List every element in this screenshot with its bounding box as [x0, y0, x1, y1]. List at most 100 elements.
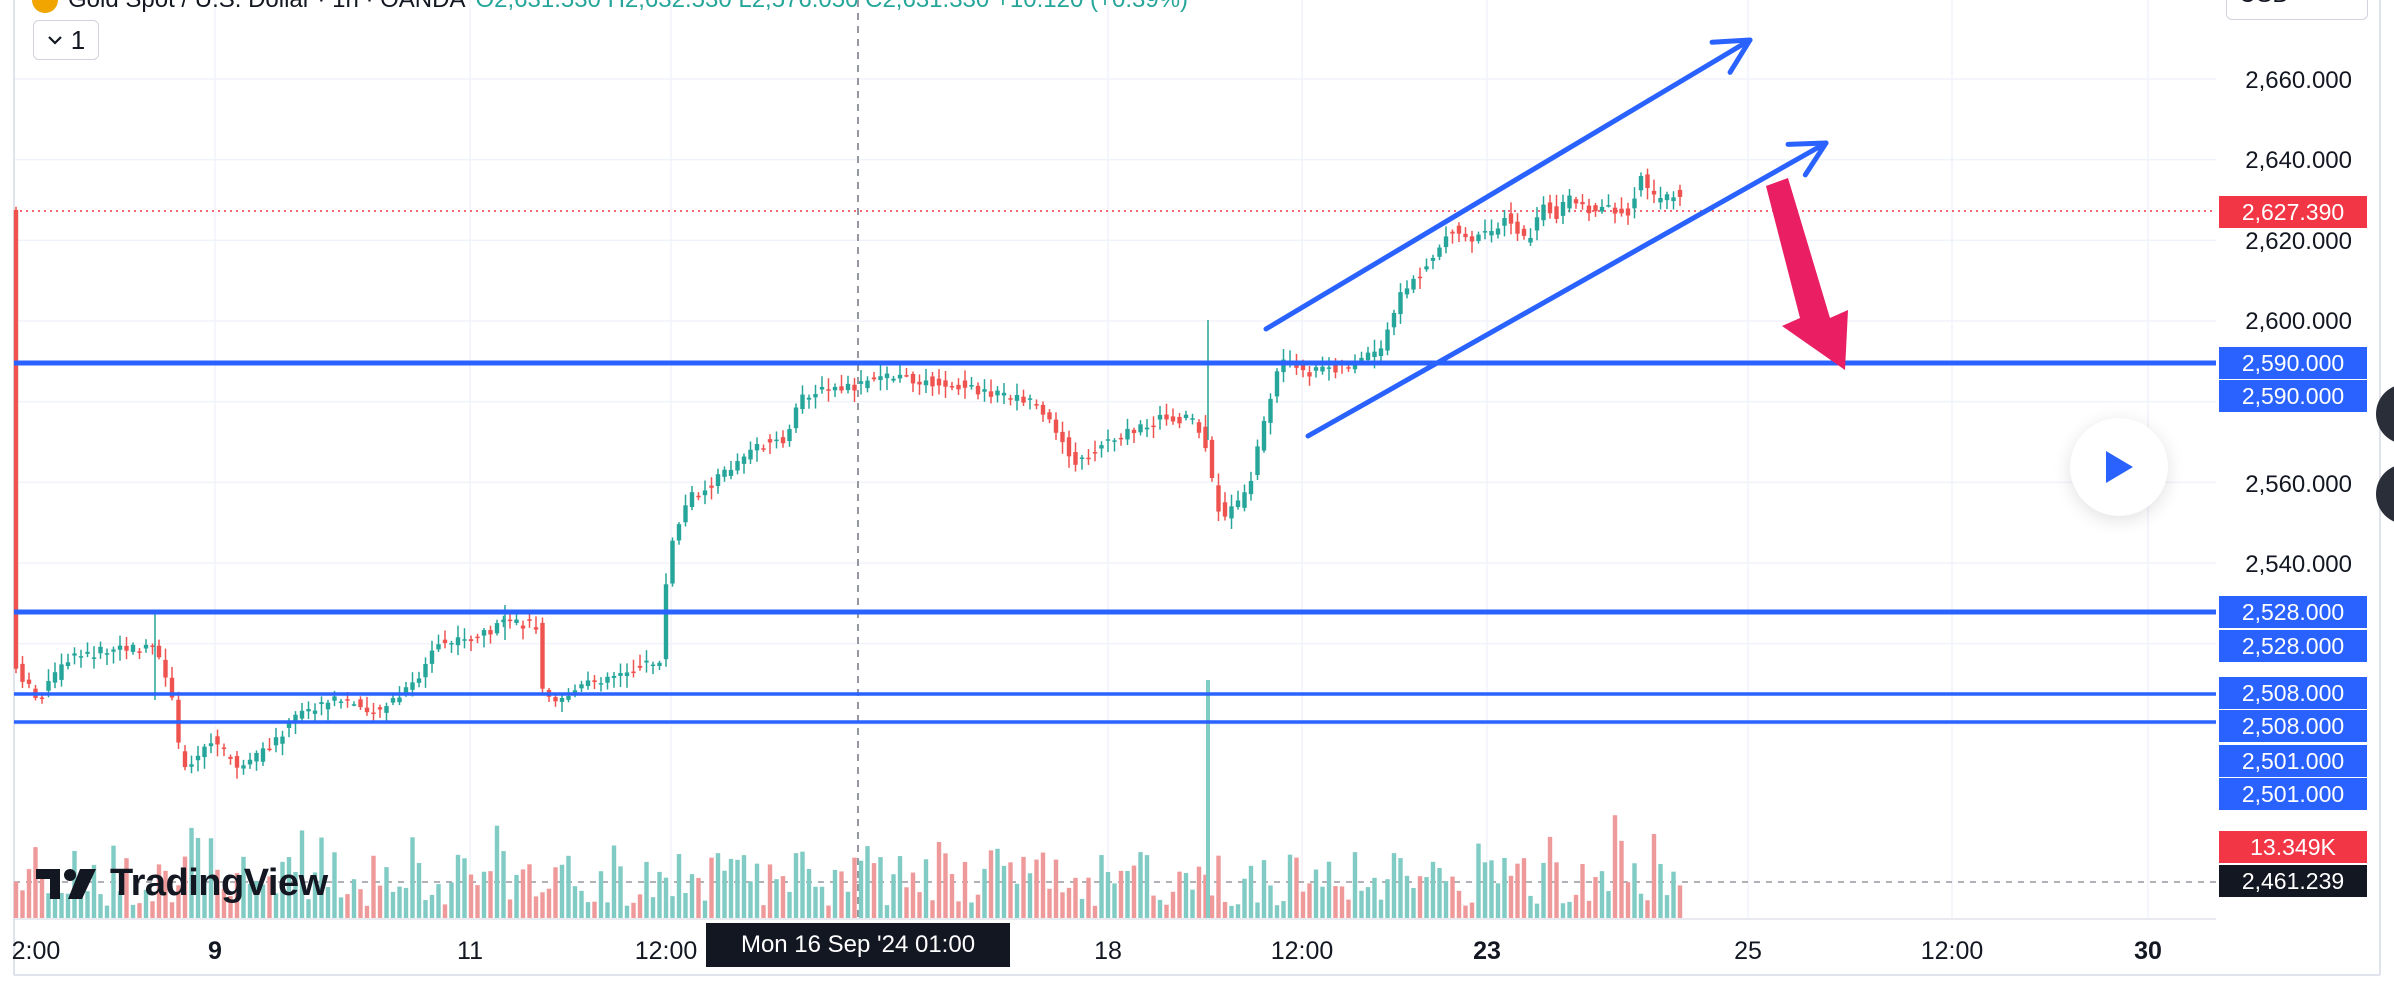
volume-bar — [676, 854, 682, 918]
volume-bar — [1339, 886, 1345, 918]
level-tag-2508-a: 2,508.000 — [2219, 677, 2367, 709]
volume-bar — [1567, 901, 1572, 918]
candle-body — [169, 677, 175, 698]
volume-bar — [150, 901, 155, 918]
volume-bar — [377, 885, 383, 918]
symbol-legend[interactable]: Gold Spot / U.S. Dollar · 1h · OANDA O2,… — [32, 0, 1188, 14]
volume-bar — [1333, 886, 1338, 918]
volume-bar — [819, 886, 825, 918]
volume-bar — [722, 870, 727, 918]
candle-body — [1086, 457, 1091, 460]
volume-bar — [306, 899, 311, 918]
side-panel-button-2[interactable] — [2376, 464, 2394, 524]
volume-bar — [1411, 887, 1416, 918]
volume-bar — [169, 902, 175, 918]
volume-bar — [449, 882, 454, 918]
candle-body — [1138, 424, 1143, 433]
time-tick-label: 12:00 — [1271, 937, 1334, 965]
price-tick-label: 2,640.000 — [2245, 147, 2352, 174]
candle-body — [26, 679, 32, 684]
candle-body — [1599, 206, 1605, 212]
volume-bar — [858, 860, 864, 918]
candle-body — [793, 407, 799, 429]
candlesticks — [13, 168, 1683, 779]
candle-body — [826, 389, 831, 391]
candle-body — [371, 712, 376, 715]
candle-body — [1385, 329, 1390, 351]
volume-bar — [1404, 875, 1410, 918]
candle-body — [585, 680, 591, 687]
candle-body — [1398, 292, 1403, 315]
candle-body — [1612, 207, 1618, 214]
volume-bar — [91, 864, 97, 918]
candle-body — [995, 390, 1000, 396]
legend-collapse-button[interactable]: 1 — [33, 20, 99, 60]
candle-body — [1625, 208, 1631, 216]
volume-bar — [1183, 872, 1189, 918]
crosshair-time-label: Mon 16 Sep '24 01:00 — [706, 923, 1010, 967]
volume-bar — [39, 875, 45, 918]
volume-bar — [1476, 843, 1481, 918]
volume-bar — [429, 894, 435, 918]
candle-body — [702, 490, 708, 496]
candle-body — [1437, 247, 1442, 257]
side-panel-button[interactable] — [2376, 384, 2394, 444]
volume-bar — [1632, 863, 1637, 918]
volume-bar — [514, 874, 519, 918]
volume-bar — [390, 891, 396, 918]
candle-body — [897, 374, 903, 379]
volume-bar — [488, 871, 493, 918]
level-tag-2501-a: 2,501.000 — [2219, 745, 2367, 777]
logo-text: TradingView — [110, 862, 328, 904]
grid-lines — [13, 0, 2381, 976]
volume-bar — [1502, 857, 1507, 918]
volume-bar — [930, 900, 935, 918]
candle-body — [1268, 398, 1273, 423]
candle-body — [52, 672, 58, 683]
volume-bar — [280, 861, 285, 918]
candle-body — [982, 389, 987, 392]
candle-body — [592, 680, 597, 683]
replay-button[interactable] — [2070, 418, 2168, 516]
candle-body — [338, 701, 344, 703]
volume-bar — [293, 871, 298, 918]
volume-bar — [1580, 864, 1585, 918]
symbol-title: Gold Spot / U.S. Dollar · 1h · OANDA — [68, 0, 465, 14]
candle-body — [1671, 197, 1676, 202]
volume-bar — [1001, 865, 1007, 918]
volume-bar — [663, 877, 669, 918]
currency-selector[interactable]: USD — [2226, 0, 2368, 20]
volume-bar — [735, 859, 740, 918]
volume-bar — [1443, 881, 1449, 918]
volume-bar — [1528, 895, 1533, 918]
volume-bar — [124, 858, 129, 918]
candle-body — [150, 645, 155, 648]
candle-body — [676, 524, 682, 541]
volume-bar — [325, 887, 331, 918]
volume-bar — [689, 874, 695, 918]
volume-bar — [1326, 861, 1332, 918]
candle-body — [572, 690, 578, 694]
volume-bar — [910, 872, 916, 918]
volume-bar — [1216, 855, 1221, 918]
volume-bar — [1125, 870, 1130, 918]
candle-body — [904, 375, 909, 377]
volume-bar — [1203, 874, 1208, 918]
candle-body — [501, 619, 506, 623]
volume-bar — [462, 858, 467, 918]
candle-body — [1190, 418, 1195, 420]
candle-body — [1001, 392, 1007, 396]
tradingview-logo[interactable]: TradingView — [36, 862, 328, 905]
volume-bar — [637, 894, 643, 918]
volume-bar — [410, 837, 415, 918]
candle-body — [527, 619, 532, 621]
candle-body — [1502, 218, 1507, 226]
candle-body — [917, 381, 922, 385]
volume-bar — [1229, 905, 1234, 918]
candle-body — [1053, 419, 1059, 433]
volume-bar — [319, 837, 324, 918]
candle-body — [312, 710, 318, 714]
volume-bar — [455, 854, 461, 918]
